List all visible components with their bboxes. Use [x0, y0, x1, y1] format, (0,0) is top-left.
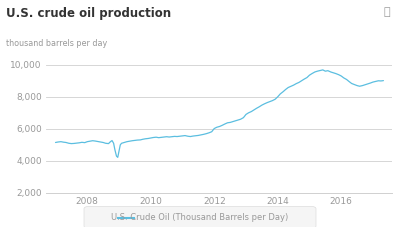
Text: ⤓: ⤓: [383, 7, 390, 17]
Text: U.S. crude oil production: U.S. crude oil production: [6, 7, 171, 20]
Text: thousand barrels per day: thousand barrels per day: [6, 39, 107, 48]
Text: U.S. Crude Oil (Thousand Barrels per Day): U.S. Crude Oil (Thousand Barrels per Day…: [111, 213, 289, 222]
